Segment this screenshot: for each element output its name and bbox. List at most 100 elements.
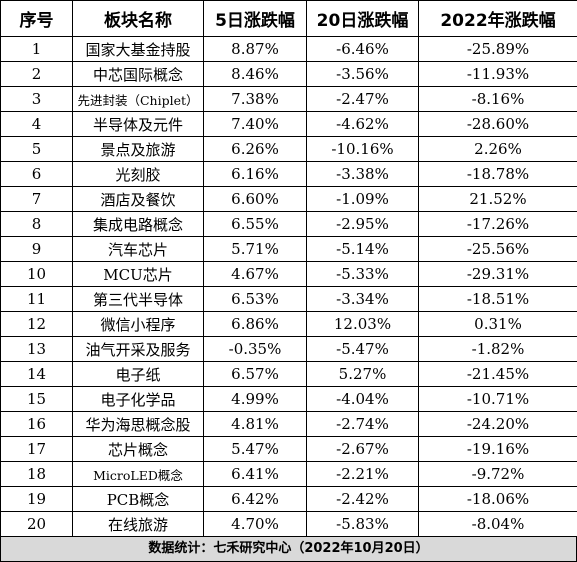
table-row: 10 MCU芯片 4.67% -5.33% -29.31% (0, 261, 577, 287)
sector-name-cell: 电子化学品 (72, 386, 204, 412)
data-table: 序号 板块名称 5日涨跌幅 20日涨跌幅 2022年涨跌幅 1 国家大基金持股 8.… (0, 0, 577, 537)
20day-change-cell: -2.95% (306, 211, 419, 237)
2022-change-cell: -24.20% (418, 411, 577, 437)
sector-name-cell: 集成电路概念 (72, 211, 204, 237)
table-body: 1 国家大基金持股 8.87% -6.46% -25.89% 2 中芯国际概念 8.46% -3… (0, 36, 577, 537)
index-cell: 5 (0, 136, 73, 162)
index-cell: 20 (0, 511, 73, 537)
table-row: 16 华为海思概念股 4.81% -2.74% -24.20% (0, 411, 577, 437)
5day-change-cell: 6.86% (203, 311, 307, 337)
2022-change-cell: -21.45% (418, 361, 577, 387)
table-row: 14 电子纸 6.57% 5.27% -21.45% (0, 361, 577, 387)
sector-name-cell: MCU芯片 (72, 261, 204, 287)
index-cell: 14 (0, 361, 73, 387)
2022-change-cell: 2.26% (418, 136, 577, 162)
2022-change-cell: -9.72% (418, 461, 577, 487)
table-row: 4 半导体及元件 7.40% -4.62% -28.60% (0, 111, 577, 137)
2022-change-cell: -29.31% (418, 261, 577, 287)
2022-change-cell: -1.82% (418, 336, 577, 362)
header-row: 序号 板块名称 5日涨跌幅 20日涨跌幅 2022年涨跌幅 (0, 0, 577, 37)
20day-change-cell: -3.34% (306, 286, 419, 312)
2022-change-cell: -18.78% (418, 161, 577, 187)
20day-change-cell: -6.46% (306, 36, 419, 62)
table-row: 18 MicroLED概念 6.41% -2.21% -9.72% (0, 461, 577, 487)
20day-change-cell: -2.67% (306, 436, 419, 462)
20day-change-cell: -4.62% (306, 111, 419, 137)
5day-change-cell: 4.99% (203, 386, 307, 412)
2022-change-cell: -17.26% (418, 211, 577, 237)
index-cell: 1 (0, 36, 73, 62)
table-row: 2 中芯国际概念 8.46% -3.56% -11.93% (0, 61, 577, 87)
20day-change-cell: -3.38% (306, 161, 419, 187)
20day-change-cell: -2.74% (306, 411, 419, 437)
2022-change-cell: -28.60% (418, 111, 577, 137)
index-cell: 17 (0, 436, 73, 462)
table-row: 11 第三代半导体 6.53% -3.34% -18.51% (0, 286, 577, 312)
20day-change-cell: -5.33% (306, 261, 419, 287)
index-cell: 19 (0, 486, 73, 512)
table-row: 6 光刻胶 6.16% -3.38% -18.78% (0, 161, 577, 187)
2022-change-cell: -8.04% (418, 511, 577, 537)
index-cell: 4 (0, 111, 73, 137)
sector-name-cell: 汽车芯片 (72, 236, 204, 262)
2022-change-cell: -25.56% (418, 236, 577, 262)
header-2022-change: 2022年涨跌幅 (418, 0, 577, 37)
5day-change-cell: 6.42% (203, 486, 307, 512)
5day-change-cell: 6.57% (203, 361, 307, 387)
sector-name-cell: MicroLED概念 (72, 461, 204, 487)
header-20day-change: 20日涨跌幅 (306, 0, 419, 37)
index-cell: 9 (0, 236, 73, 262)
2022-change-cell: -18.06% (418, 486, 577, 512)
sector-name-cell: 光刻胶 (72, 161, 204, 187)
sector-name-cell: 国家大基金持股 (72, 36, 204, 62)
header-sector-name: 板块名称 (72, 0, 204, 37)
2022-change-cell: -8.16% (418, 86, 577, 112)
5day-change-cell: 6.55% (203, 211, 307, 237)
20day-change-cell: -3.56% (306, 61, 419, 87)
5day-change-cell: 6.53% (203, 286, 307, 312)
sector-name-cell: 中芯国际概念 (72, 61, 204, 87)
header-5day-change: 5日涨跌幅 (203, 0, 307, 37)
header-index: 序号 (0, 0, 73, 37)
5day-change-cell: 4.81% (203, 411, 307, 437)
5day-change-cell: 4.70% (203, 511, 307, 537)
20day-change-cell: 5.27% (306, 361, 419, 387)
sector-name-cell: 芯片概念 (72, 436, 204, 462)
5day-change-cell: 5.71% (203, 236, 307, 262)
table-row: 3 先进封装（Chiplet） 7.38% -2.47% -8.16% (0, 86, 577, 112)
index-cell: 12 (0, 311, 73, 337)
2022-change-cell: -10.71% (418, 386, 577, 412)
20day-change-cell: -5.14% (306, 236, 419, 262)
5day-change-cell: 7.40% (203, 111, 307, 137)
table-row: 13 油气开采及服务 -0.35% -5.47% -1.82% (0, 336, 577, 362)
index-cell: 15 (0, 386, 73, 412)
2022-change-cell: -25.89% (418, 36, 577, 62)
5day-change-cell: 8.46% (203, 61, 307, 87)
sector-name-cell: 先进封装（Chiplet） (72, 86, 204, 112)
table-row: 9 汽车芯片 5.71% -5.14% -25.56% (0, 236, 577, 262)
sector-name-cell: 电子纸 (72, 361, 204, 387)
2022-change-cell: -19.16% (418, 436, 577, 462)
2022-change-cell: -18.51% (418, 286, 577, 312)
sector-name-cell: 华为海思概念股 (72, 411, 204, 437)
index-cell: 13 (0, 336, 73, 362)
sector-name-cell: 半导体及元件 (72, 111, 204, 137)
index-cell: 16 (0, 411, 73, 437)
sector-name-cell: 景点及旅游 (72, 136, 204, 162)
2022-change-cell: 21.52% (418, 186, 577, 212)
20day-change-cell: -2.47% (306, 86, 419, 112)
index-cell: 6 (0, 161, 73, 187)
20day-change-cell: -5.83% (306, 511, 419, 537)
index-cell: 7 (0, 186, 73, 212)
source-footer: 数据统计：七禾研究中心（2022年10月20日） (0, 536, 577, 562)
index-cell: 18 (0, 461, 73, 487)
sector-name-cell: 酒店及餐饮 (72, 186, 204, 212)
index-cell: 8 (0, 211, 73, 237)
5day-change-cell: 5.47% (203, 436, 307, 462)
index-cell: 2 (0, 61, 73, 87)
table-row: 15 电子化学品 4.99% -4.04% -10.71% (0, 386, 577, 412)
table-row: 19 PCB概念 6.42% -2.42% -18.06% (0, 486, 577, 512)
5day-change-cell: 7.38% (203, 86, 307, 112)
20day-change-cell: -2.21% (306, 461, 419, 487)
